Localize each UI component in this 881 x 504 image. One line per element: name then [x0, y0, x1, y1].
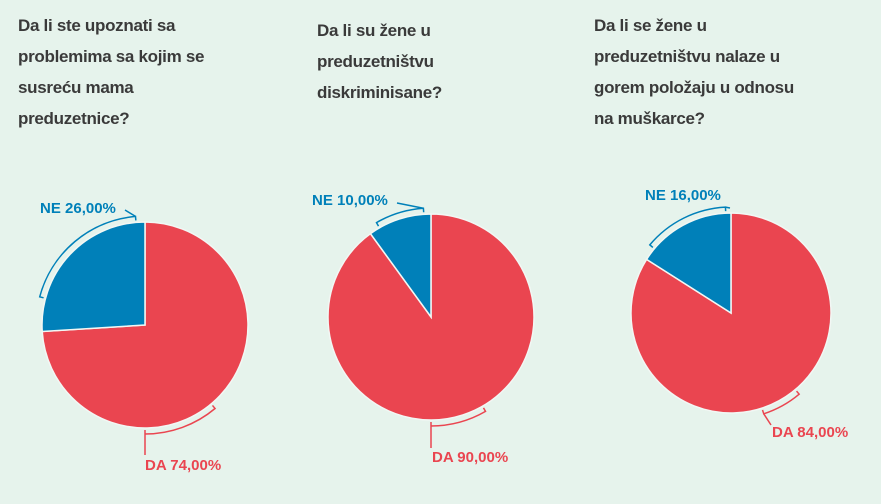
pie-1-ne-label: NE 26,00%	[40, 200, 116, 217]
pie-3-slice-ne	[645, 212, 732, 315]
title-line: gorem položaju u odnosu	[594, 78, 794, 97]
title-line: problemima sa kojim se	[18, 47, 205, 66]
pie-1-da-label-bracket	[144, 404, 217, 455]
chart-3-title: Da li se žene u preduzetništvu nalaze u …	[594, 10, 794, 134]
title-line: preduzetništvu	[317, 52, 434, 71]
title-line: na muškarce?	[594, 109, 705, 128]
chart-1-title: Da li ste upoznati sa problemima sa koji…	[18, 10, 204, 134]
title-line: preduzetnice?	[18, 109, 130, 128]
pie-3-da-label: DA 84,00%	[772, 424, 848, 441]
title-line: Da li ste upoznati sa	[18, 16, 176, 35]
title-line: diskriminisane?	[317, 83, 442, 102]
pie-3-ne-label-bracket	[648, 206, 731, 249]
pie-2-da-label-bracket	[430, 407, 487, 448]
pie-3-ne-label: NE 16,00%	[645, 187, 721, 204]
title-line: Da li su žene u	[317, 21, 431, 40]
pie-2-ne-label-bracket	[375, 202, 425, 227]
pie-1-ne-label-bracket	[38, 209, 137, 299]
title-line: susreću mama	[18, 78, 134, 97]
pie-1-da-label: DA 74,00%	[145, 457, 221, 474]
chart-2-title: Da li su žene u preduzetništvu diskrimin…	[317, 15, 442, 108]
pie-2-slice-ne	[369, 213, 432, 320]
title-line: preduzetništvu nalaze u	[594, 47, 780, 66]
pie-2-da-label: DA 90,00%	[432, 449, 508, 466]
pie-3-da-label-bracket	[761, 390, 801, 426]
pie-1-slice-ne	[41, 221, 146, 333]
pie-2-ne-label: NE 10,00%	[312, 192, 388, 209]
title-line: Da li se žene u	[594, 16, 707, 35]
